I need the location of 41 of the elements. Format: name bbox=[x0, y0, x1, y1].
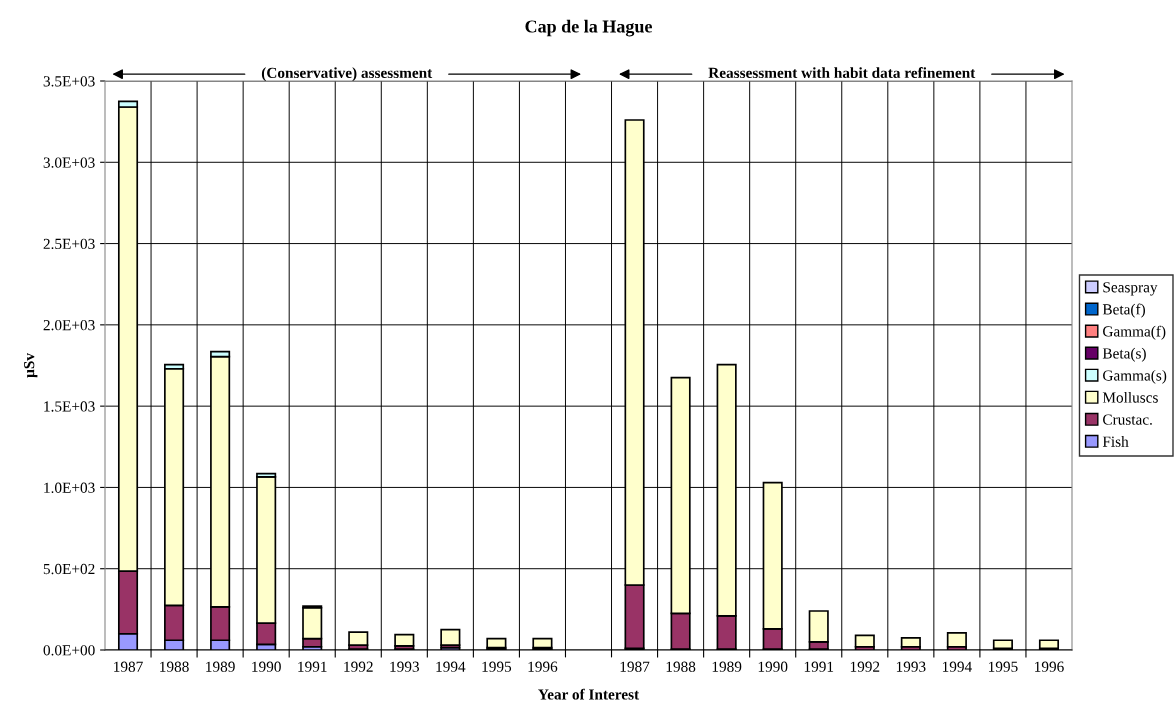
x-tick-label: 1993 bbox=[896, 661, 926, 672]
legend-label: Beta(s) bbox=[1102, 347, 1146, 362]
legend-label: Fish bbox=[1102, 436, 1129, 447]
x-tick-label: 1992 bbox=[850, 661, 880, 672]
annotation: (Conservative) assessment bbox=[261, 67, 433, 82]
y-tick-label: 1.0E+03 bbox=[44, 482, 95, 493]
x-tick-label: 1996 bbox=[1035, 661, 1064, 672]
x-tick-label: 1987 bbox=[620, 661, 650, 672]
x-tick-label: 1992 bbox=[344, 661, 373, 672]
y-tick-label: 0.0E+00 bbox=[43, 645, 95, 656]
legend-label: Molluscs bbox=[1102, 391, 1158, 403]
y-tick-label: 1.5E+03 bbox=[44, 401, 95, 412]
x-tick-label: 1991 bbox=[804, 661, 834, 672]
x-tick-label: 1988 bbox=[666, 661, 696, 672]
x-tick-label: 1990 bbox=[252, 661, 281, 672]
x-tick-label: 1987 bbox=[114, 661, 143, 672]
x-tick-label: 1989 bbox=[206, 661, 235, 672]
x-tick-label: 1990 bbox=[758, 661, 788, 672]
y-tick-label: 2.0E+03 bbox=[43, 320, 95, 331]
y-tick-label: 2.5E+03 bbox=[43, 238, 95, 250]
legend-label: Beta(f) bbox=[1102, 303, 1145, 318]
y-axis-title: µSv bbox=[24, 353, 38, 378]
x-tick-label: 1991 bbox=[298, 661, 327, 672]
legend-label: Gamma(s) bbox=[1103, 369, 1167, 384]
x-axis-title: Year of Interest bbox=[538, 688, 640, 700]
x-tick-label: 1993 bbox=[390, 661, 419, 672]
x-tick-label: 1988 bbox=[160, 661, 189, 672]
x-tick-label: 1994 bbox=[436, 661, 466, 672]
x-tick-label: 1989 bbox=[712, 661, 742, 672]
y-tick-label: 3.0E+03 bbox=[43, 157, 95, 168]
text: Reassessment with habit data refinement bbox=[708, 67, 976, 78]
legend-label: Crustac. bbox=[1103, 414, 1152, 425]
y-tick-label: 5.0E+02 bbox=[43, 563, 95, 575]
x-tick-label: 1994 bbox=[942, 661, 972, 672]
legend-label: Gamma(f) bbox=[1103, 325, 1166, 340]
x-tick-label: 1995 bbox=[482, 661, 512, 672]
y-tick-label: 3.5E+03 bbox=[43, 76, 95, 87]
x-tick-label: 1995 bbox=[988, 661, 1018, 672]
legend-label: Seaspray bbox=[1103, 282, 1158, 296]
x-tick-label: 1996 bbox=[528, 661, 558, 672]
chart-title: Cap de la Hague bbox=[525, 19, 652, 37]
